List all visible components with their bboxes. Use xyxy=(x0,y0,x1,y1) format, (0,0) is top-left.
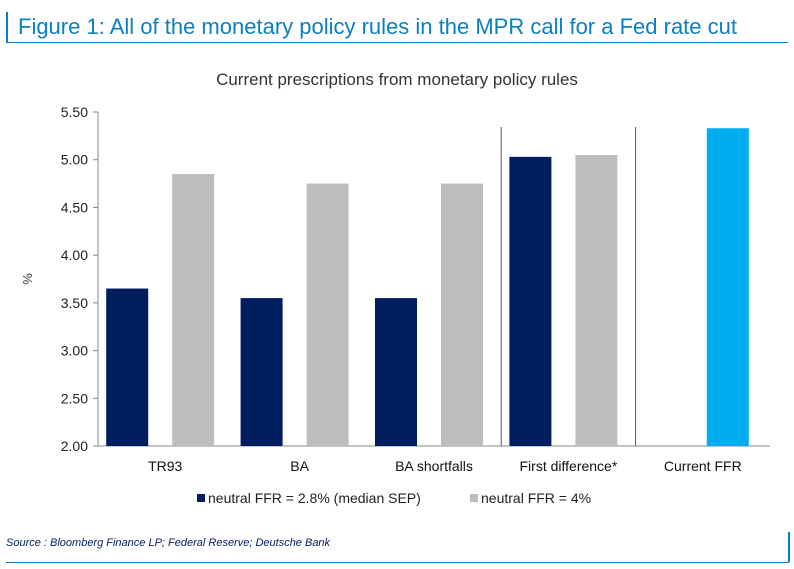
bar-chart: Current prescriptions from monetary poli… xyxy=(20,70,770,506)
bar-ba-shortfalls-series-0 xyxy=(375,298,417,446)
y-tick-label: 4.00 xyxy=(61,247,88,263)
y-tick-label: 3.00 xyxy=(61,343,88,359)
figure-title: Figure 1: All of the monetary policy rul… xyxy=(18,14,737,39)
x-tick-label: TR93 xyxy=(148,458,182,474)
bar-tr93-series-1 xyxy=(172,174,215,446)
y-tick-label: 5.50 xyxy=(61,104,88,120)
legend-label: neutral FFR = 2.8% (median SEP) xyxy=(208,490,421,506)
y-tick-label: 5.00 xyxy=(61,152,88,168)
footer-rule xyxy=(6,562,789,563)
x-tick-label: Current FFR xyxy=(664,458,742,474)
chart-title: Current prescriptions from monetary poli… xyxy=(216,70,578,89)
y-axis-label: % xyxy=(20,273,35,285)
figure-header: Figure 1: All of the monetary policy rul… xyxy=(6,12,790,42)
bar-first-difference--series-1 xyxy=(575,154,618,446)
x-tick-label: BA xyxy=(290,458,309,474)
header-rule xyxy=(6,42,788,43)
bar-first-difference--series-0 xyxy=(509,156,552,446)
y-tick-label: 2.00 xyxy=(61,438,88,454)
footer-bar xyxy=(788,532,790,562)
x-tick-label: First difference* xyxy=(520,458,618,474)
bar-ba-shortfalls-series-1 xyxy=(441,183,483,447)
bar-ba-series-0 xyxy=(240,298,283,446)
bar-ba-series-1 xyxy=(306,183,349,447)
bar-current-ffr-series-2 xyxy=(706,128,749,447)
legend-swatch xyxy=(470,494,478,502)
legend-label: neutral FFR = 4% xyxy=(481,490,591,506)
legend-swatch xyxy=(197,494,205,502)
y-tick-label: 2.50 xyxy=(61,390,88,406)
y-tick-label: 3.50 xyxy=(61,295,88,311)
plot-area: 2.00 2.50 3.00 3.50 4.00 4.50 5.00 5.50% TR93 BA B… xyxy=(20,104,770,506)
bar-tr93-series-0 xyxy=(106,288,149,446)
source-note: Source : Bloomberg Finance LP; Federal R… xyxy=(6,537,331,549)
y-tick-label: 4.50 xyxy=(61,199,88,215)
x-tick-label: BA shortfalls xyxy=(395,458,473,474)
